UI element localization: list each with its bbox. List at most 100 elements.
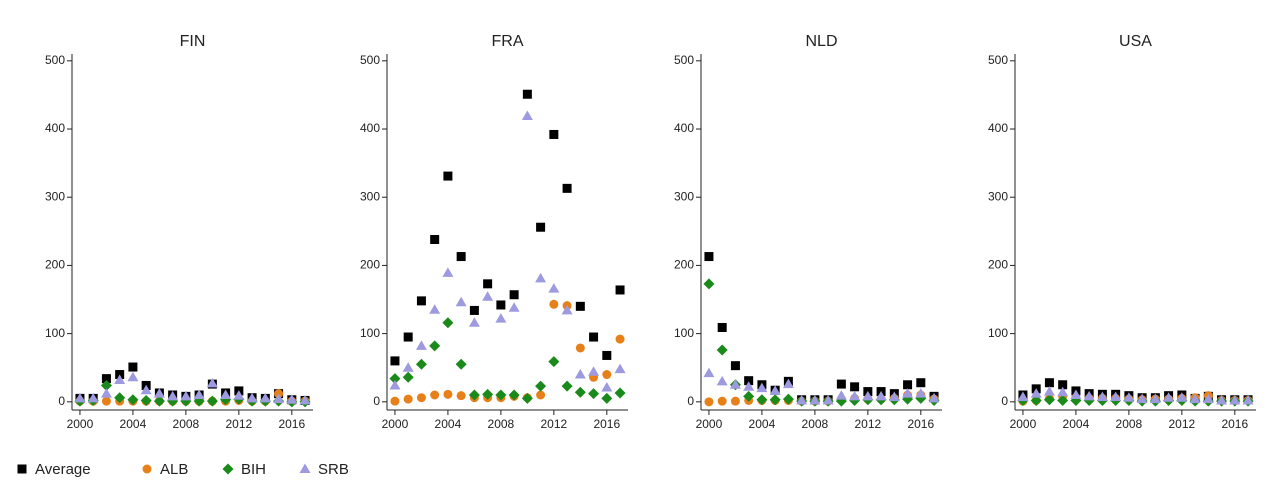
- x-tick-label: 2004: [120, 417, 147, 431]
- point: [246, 392, 258, 403]
- point: [888, 391, 900, 402]
- point: [1043, 394, 1055, 406]
- point: [744, 376, 754, 386]
- point: [180, 390, 192, 401]
- x-tick-label: 2008: [802, 417, 829, 431]
- point: [509, 290, 519, 300]
- point: [1017, 391, 1029, 402]
- point: [442, 317, 454, 329]
- point: [1189, 393, 1201, 404]
- y-tick-label: 0: [687, 394, 694, 408]
- point: [220, 389, 232, 399]
- point: [822, 394, 834, 405]
- point: [850, 382, 860, 392]
- point: [615, 285, 625, 295]
- point: [1176, 392, 1188, 402]
- point: [100, 388, 112, 398]
- point: [782, 393, 794, 405]
- point: [835, 390, 847, 400]
- y-tick-label: 200: [360, 258, 380, 272]
- point: [74, 392, 86, 403]
- point: [849, 390, 861, 401]
- point: [100, 379, 112, 391]
- y-tick-label: 200: [988, 258, 1008, 272]
- x-tick-label: 2008: [173, 417, 200, 431]
- point: [716, 344, 728, 356]
- y-tick-label: 0: [58, 394, 65, 408]
- point: [588, 366, 600, 376]
- point: [875, 390, 887, 401]
- panel-title: USA: [1119, 33, 1152, 50]
- point: [430, 390, 440, 400]
- y-tick-label: 200: [45, 258, 65, 272]
- point: [402, 362, 414, 372]
- point: [390, 356, 400, 366]
- x-tick-label: 2000: [382, 417, 409, 431]
- point: [430, 235, 440, 245]
- point: [429, 304, 441, 314]
- point: [416, 393, 426, 403]
- point: [508, 302, 520, 312]
- point: [1123, 392, 1135, 402]
- point: [756, 394, 768, 406]
- point: [114, 374, 126, 384]
- x-tick-label: 2000: [1010, 417, 1037, 431]
- point: [415, 340, 427, 350]
- y-tick-label: 100: [674, 326, 694, 340]
- point: [389, 373, 401, 385]
- point: [455, 358, 467, 370]
- point: [522, 89, 532, 99]
- y-tick-label: 500: [674, 53, 694, 67]
- point: [862, 390, 874, 401]
- point: [233, 390, 245, 400]
- x-tick-label: 2012: [1168, 417, 1195, 431]
- y-tick-label: 500: [45, 53, 65, 67]
- point: [443, 171, 453, 181]
- y-tick-label: 100: [988, 326, 1008, 340]
- point: [521, 392, 533, 404]
- legend-label: SRB: [318, 461, 349, 478]
- panel-title: FIN: [180, 33, 206, 50]
- point: [1044, 378, 1054, 388]
- point: [1242, 394, 1254, 405]
- point: [782, 378, 794, 389]
- point: [601, 392, 613, 404]
- panel-title: FRA: [492, 33, 524, 50]
- point: [1057, 386, 1069, 397]
- legend-label: ALB: [160, 461, 188, 478]
- point: [575, 343, 585, 353]
- legend-label: Average: [35, 461, 91, 478]
- point: [536, 222, 546, 232]
- y-tick-label: 400: [674, 121, 694, 135]
- point: [495, 389, 507, 401]
- point: [442, 267, 454, 277]
- point: [469, 305, 479, 315]
- point: [769, 385, 781, 395]
- point: [416, 296, 426, 306]
- point: [468, 389, 480, 401]
- point: [589, 332, 599, 342]
- point: [903, 380, 913, 390]
- point: [574, 386, 586, 398]
- point: [140, 394, 152, 406]
- point: [273, 393, 285, 404]
- point: [1229, 394, 1241, 405]
- point: [128, 362, 138, 372]
- point: [1058, 380, 1068, 390]
- point: [703, 367, 715, 378]
- point: [1149, 393, 1161, 404]
- point: [809, 394, 821, 405]
- point: [127, 371, 139, 382]
- x-tick-label: 2016: [593, 417, 620, 431]
- point: [508, 389, 520, 401]
- point: [483, 279, 493, 289]
- point: [1136, 393, 1148, 404]
- point: [390, 396, 400, 406]
- point: [601, 381, 613, 392]
- point: [403, 332, 413, 342]
- point: [717, 396, 727, 406]
- legend-marker: [299, 463, 311, 473]
- point: [1043, 386, 1055, 396]
- point: [456, 391, 466, 401]
- point: [87, 392, 99, 403]
